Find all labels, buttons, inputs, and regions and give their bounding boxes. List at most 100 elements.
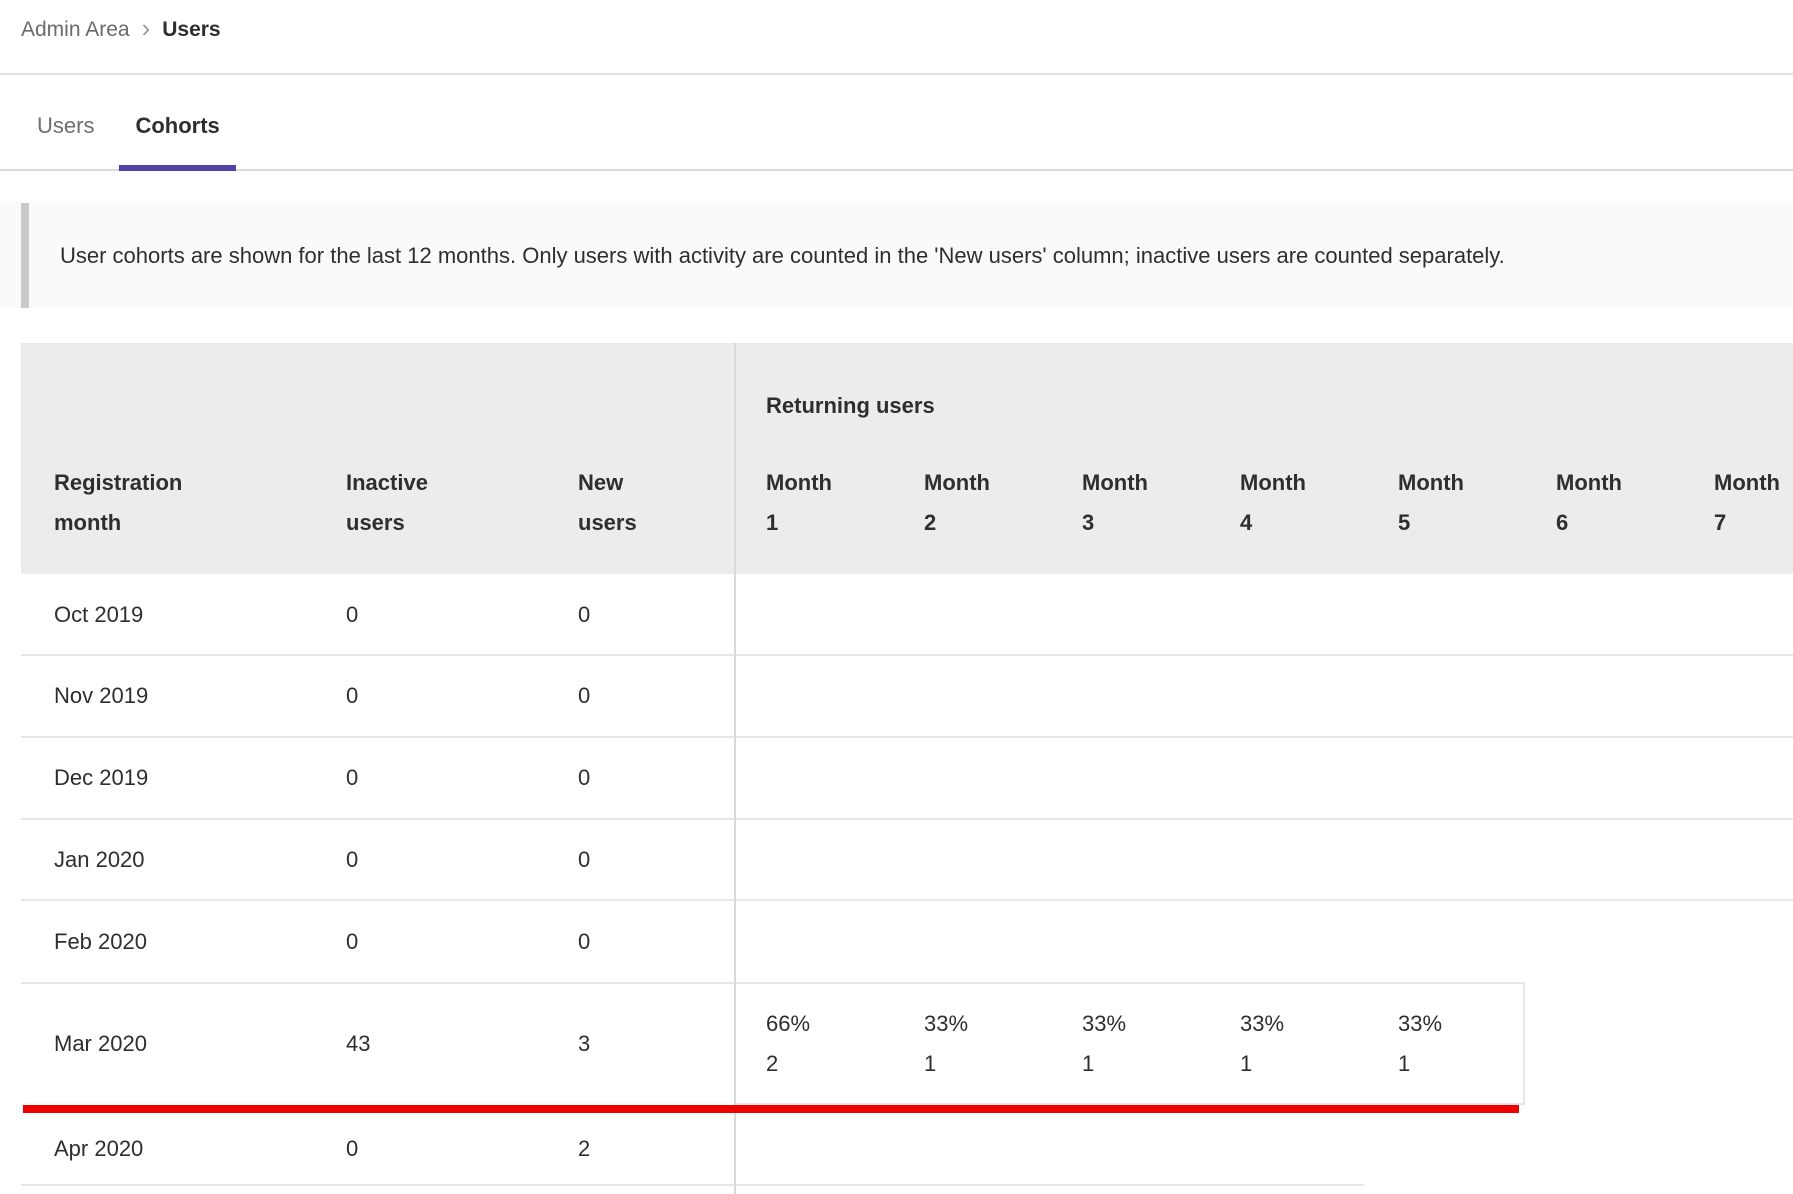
cell-registration-month: Nov 2019	[54, 683, 149, 708]
row-separator	[21, 982, 1525, 984]
tab-bar: Users Cohorts	[0, 80, 1793, 171]
breadcrumb: Admin Area › Users	[21, 10, 221, 50]
cohort-cell-box-right-border	[1523, 982, 1525, 1105]
cell-returning-month-2: 33% 1	[893, 1004, 1051, 1084]
header-line: Month	[1398, 470, 1464, 495]
returning-percent: 33%	[924, 1010, 969, 1036]
header-line: 3	[1082, 510, 1095, 535]
header-line: Month	[1714, 470, 1780, 495]
cell-new-users: 0	[578, 846, 591, 872]
cell-inactive-users: 0	[346, 601, 359, 627]
tab-cohorts-label: Cohorts	[135, 112, 220, 138]
header-line: 7	[1714, 510, 1727, 535]
header-line: 6	[1556, 510, 1569, 535]
cell-new-users: 0	[578, 765, 591, 790]
cell-returning-month-4: 33% 1	[1209, 1004, 1367, 1084]
header-inactive-users: Inactive users	[313, 463, 545, 543]
breadcrumb-current-users: Users	[162, 18, 221, 41]
header-line: month	[54, 510, 122, 535]
cell-returning-month-1: 66% 2	[735, 1004, 893, 1084]
header-line: 1	[766, 510, 779, 535]
cell-registration-month: Oct 2019	[54, 601, 144, 627]
header-line: 2	[924, 510, 937, 535]
tab-cohorts[interactable]: Cohorts	[119, 80, 236, 171]
tab-bar-divider	[0, 169, 1793, 171]
returning-percent: 66%	[766, 1010, 811, 1036]
header-line: Inactive	[346, 470, 428, 495]
breadcrumb-divider	[0, 73, 1793, 75]
header-line: users	[346, 510, 405, 535]
header-month-6: Month 6	[1525, 463, 1683, 543]
tab-users-label: Users	[37, 112, 95, 138]
active-tab-indicator	[119, 165, 236, 171]
header-line: 5	[1398, 510, 1411, 535]
red-annotation-underline	[23, 1105, 1519, 1113]
cell-inactive-users: 0	[346, 1136, 359, 1161]
info-banner: User cohorts are shown for the last 12 m…	[0, 203, 1793, 308]
cell-new-users: 0	[578, 928, 591, 954]
header-line: Month	[766, 470, 832, 495]
returning-percent: 33%	[1398, 1010, 1443, 1036]
cell-inactive-users: 0	[346, 765, 359, 790]
table-row-nov-2019: Nov 2019 0 0	[21, 655, 735, 737]
header-month-7: Month 7	[1683, 463, 1793, 543]
returning-percent: 33%	[1082, 1010, 1127, 1036]
header-month-4: Month 4	[1209, 463, 1367, 543]
header-line: 4	[1240, 510, 1253, 535]
cell-registration-month: Apr 2020	[54, 1136, 144, 1161]
returning-users-group-header: Returning users	[766, 393, 935, 418]
cohorts-table-header: Returning users Registration month Inact…	[21, 343, 1793, 574]
returning-count: 1	[1082, 1050, 1095, 1076]
tab-users[interactable]: Users	[21, 80, 110, 171]
row-separator	[21, 736, 1793, 738]
table-row-oct-2019: Oct 2019 0 0	[21, 574, 735, 655]
row-separator	[21, 899, 1793, 901]
cohorts-table: Returning users Registration month Inact…	[21, 343, 1793, 1194]
header-line: Month	[1082, 470, 1148, 495]
cell-inactive-users: 0	[346, 683, 359, 708]
breadcrumb-admin-area-link[interactable]: Admin Area	[21, 18, 130, 41]
table-row-mar-2020: Mar 2020 43 3 66% 2 33% 1 33% 1 33% 1 33…	[21, 983, 1525, 1104]
header-registration-month: Registration month	[21, 463, 313, 543]
returning-percent: 33%	[1240, 1010, 1285, 1036]
cell-registration-month: Jan 2020	[54, 846, 145, 872]
returning-count: 1	[1398, 1050, 1411, 1076]
header-new-users: New users	[545, 463, 735, 543]
chevron-right-icon: ›	[141, 13, 151, 43]
table-row-apr-2020: Apr 2020 0 2	[21, 1113, 735, 1185]
table-row-jan-2020: Jan 2020 0 0	[21, 819, 735, 900]
header-line: Month	[1556, 470, 1622, 495]
cell-inactive-users: 0	[346, 928, 359, 954]
returning-count: 2	[766, 1050, 779, 1076]
returning-count: 1	[924, 1050, 937, 1076]
column-header-row: Registration month Inactive users New us…	[21, 463, 1793, 543]
returning-count: 1	[1240, 1050, 1253, 1076]
header-month-5: Month 5	[1367, 463, 1525, 543]
cell-registration-month: Feb 2020	[54, 928, 147, 954]
cell-inactive-users: 0	[346, 846, 359, 872]
info-banner-text: User cohorts are shown for the last 12 m…	[60, 242, 1505, 268]
cohort-cell-box-bottom-border	[735, 1103, 1525, 1105]
row-separator	[21, 818, 1793, 820]
cell-registration-month: Dec 2019	[54, 765, 149, 790]
cell-new-users: 3	[578, 1030, 591, 1056]
cell-new-users: 2	[578, 1136, 591, 1161]
cell-new-users: 0	[578, 601, 591, 627]
cell-returning-month-3: 33% 1	[1051, 1004, 1209, 1084]
header-line: Month	[1240, 470, 1306, 495]
header-line: Month	[924, 470, 990, 495]
header-line: users	[578, 510, 637, 535]
cell-returning-month-5: 33% 1	[1367, 1004, 1525, 1084]
header-line: New	[578, 470, 624, 495]
row-separator	[21, 654, 1793, 656]
header-month-1: Month 1	[735, 463, 893, 543]
table-row-dec-2019: Dec 2019 0 0	[21, 737, 735, 819]
header-month-3: Month 3	[1051, 463, 1209, 543]
header-line: Registration	[54, 470, 183, 495]
info-banner-left-bar	[21, 203, 29, 308]
cell-inactive-users: 43	[346, 1030, 371, 1056]
row-separator	[21, 1184, 1364, 1186]
fixed-columns-divider	[734, 343, 736, 1194]
cell-new-users: 0	[578, 683, 591, 708]
